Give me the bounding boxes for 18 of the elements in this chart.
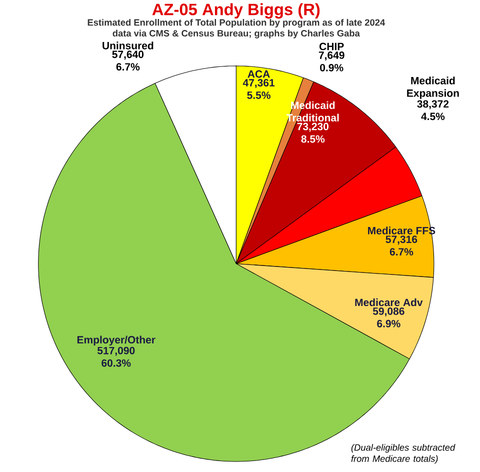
text: (Dual-eligibles subtracted from Medicare totals) bbox=[351, 444, 456, 464]
text: data via CMS & Census Bureau; graphs by Charles Gaba bbox=[112, 30, 360, 38]
slice-label: CHIP bbox=[319, 42, 344, 50]
data-label: 57,316 6.7% bbox=[386, 235, 418, 256]
data-label: 59,086 6.9% bbox=[372, 307, 404, 328]
slice-label: Employer/Other bbox=[77, 336, 156, 346]
data-label: 38,372 4.5% bbox=[417, 100, 449, 120]
chart-title: AZ-05 Andy Biggs (R) bbox=[152, 3, 320, 18]
chart-subtitle: Estimated Enrollment of Total Population by program as of late 2024 bbox=[88, 18, 386, 28]
data-label: 47,361 5.5% bbox=[242, 78, 275, 99]
slice-label: Medicare Adv bbox=[355, 298, 423, 306]
data-label: 57,640 6.7% bbox=[112, 50, 144, 70]
data-label: 73,230 8.5% bbox=[297, 122, 329, 143]
data-label: 7,649 0.9% bbox=[318, 51, 344, 72]
data-label: 517,090 60.3% bbox=[97, 346, 135, 367]
slice-label: Uninsured bbox=[102, 41, 154, 50]
slice-label: ACA bbox=[248, 70, 270, 78]
slice-label: Medicaid Expansion bbox=[407, 76, 459, 99]
